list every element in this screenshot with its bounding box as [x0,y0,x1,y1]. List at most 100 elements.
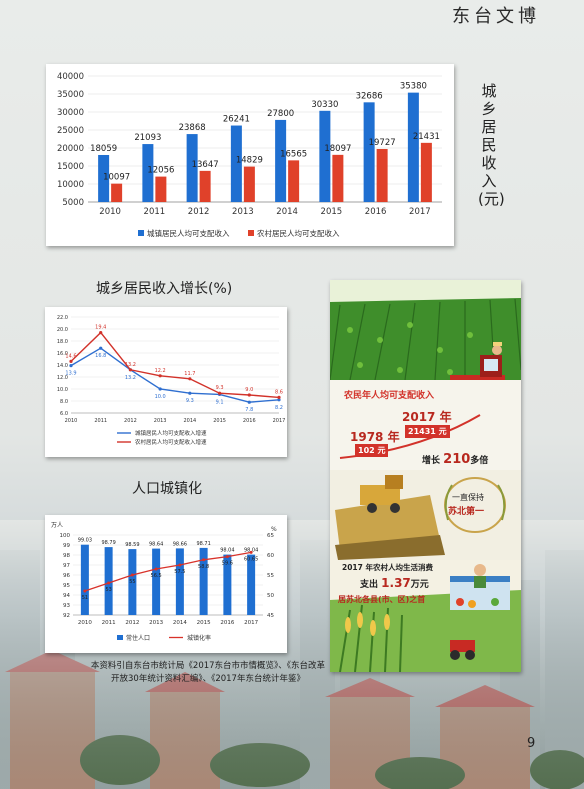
market-stall [450,564,510,610]
urban-left-tick-label: 97 [63,563,70,569]
income-ytick-label: 25000 [57,126,84,136]
income-data-label: 35380 [400,82,427,92]
infographic-title: 农民年人均可支配收入 [344,391,435,401]
badge-illustration [444,477,506,533]
growth-data-label: 10.0 [155,394,166,400]
urban-population-bar [128,549,137,615]
urban-bar-label: 98.79 [101,540,115,546]
urban-left-tick-label: 98 [63,553,70,559]
income-data-label: 10097 [103,173,130,183]
urban-rate-point [83,589,87,593]
growth-ytick-label: 18.0 [57,339,68,345]
urban-rate-label: 58.8 [198,564,209,570]
spend-suffix: 万元 [410,580,429,590]
income-bar-rural [243,166,255,202]
growth-data-label: 13.2 [125,375,136,381]
urban-population-bar [152,548,161,615]
income-xtick-label: 2011 [144,207,166,217]
urban-xtick-label: 2014 [173,620,187,626]
growth-ytick-label: 10.0 [57,387,68,393]
income-side-title: 城乡居民收入(元) [478,82,505,208]
spend-prefix: 支出 [360,580,379,590]
urban-bar-label: 99.03 [78,538,92,544]
income-data-label: 16565 [280,149,307,159]
income-xtick-label: 2016 [365,207,387,217]
urban-rate-point [249,550,253,554]
income-data-label: 30330 [311,100,338,110]
growth-data-label: 8.2 [275,405,283,411]
income-bar-rural [155,176,167,202]
growth-ytick-label: 6.0 [60,411,68,417]
income-bar-rural [420,142,432,202]
growth-data-label: 13.9 [65,371,76,377]
header-script-title: 东台文博 [452,6,540,27]
urban-rate-point [154,567,158,571]
urban-rate-point [130,573,134,577]
growth-value: 210 [443,452,471,467]
income-ytick-label: 5000 [62,198,84,208]
income-bar-urban [98,154,110,202]
income-bar-urban [275,119,287,202]
income-ytick-label: 15000 [57,162,84,172]
urban-bar-label: 98.04 [244,548,258,554]
income-data-label: 21431 [413,132,440,142]
growth-xtick-label: 2016 [243,418,256,424]
growth-legend-label: 农村居民人均可支配收入增速 [135,438,207,446]
growth-data-label: 16.8 [95,353,106,359]
urban-right-tick-label: 60 [267,553,274,559]
growth-data-label: 11.7 [184,371,195,377]
income-ytick-label: 10000 [57,180,84,190]
income-bar-urban [319,110,331,202]
income-bar-urban [230,125,242,202]
growth-xtick-label: 2010 [65,418,78,424]
income-chart: 5000 10000 15000 20000 25000 30000 35000 40000 1… [57,72,442,238]
harvester-illustration [330,475,521,560]
urban-right-tick-label: 55 [267,573,274,579]
year-1978-label: 1978 年 [350,430,400,444]
urban-right-tick-label: 50 [267,593,274,599]
growth-suffix: 多倍 [470,456,489,466]
income-xtick-label: 2015 [321,207,343,217]
income-data-label: 27800 [267,109,294,119]
urban-left-tick-label: 93 [63,603,70,609]
income-bar-rural [111,183,123,202]
growth-xtick-label: 2015 [213,418,226,424]
value-1978-badge: 102 元 [355,444,389,457]
growth-point [158,387,162,391]
spend-amount: 支出 1.37万元 [360,576,429,590]
growth-series-line-rural [70,331,280,399]
urban-left-tick-label: 100 [60,533,71,539]
page-number: 9 [527,736,536,751]
income-legend-label: 农村居民人均可支配收入 [257,228,340,238]
growth-xtick-label: 2013 [154,418,167,424]
income-xtick-label: 2010 [99,207,121,217]
urban-right-tick-label: 65 [267,533,274,539]
growth-point [158,374,162,378]
spend-value: 1.37 [381,576,411,590]
urban-xtick-label: 2012 [125,620,139,626]
urban-rate-point [178,563,182,567]
source-note: 本资料引自东台市统计局《2017东台市市情概览》、《东台改革开放30年统计资料汇… [90,661,326,684]
income-ytick-label: 20000 [57,144,84,154]
growth-point [99,346,103,350]
income-bar-urban [363,102,375,202]
income-bar-rural [332,154,344,202]
growth-point [188,391,192,395]
growth-data-label: 14.6 [65,353,76,359]
growth-data-label: 8.6 [275,389,283,395]
urban-rate-label: 55 [129,579,135,585]
urban-legend-swatch-bar [117,635,123,640]
growth-chart: 6.0 8.0 10.0 12.0 14.0 16.0 18.0 20.0 22.0 2010 20… [57,315,286,446]
urban-rate-line [84,551,252,592]
income-xtick-label: 2014 [276,207,298,217]
growth-data-label: 9.1 [216,399,224,405]
income-data-label: 12056 [147,166,174,176]
small-tractor [450,640,475,660]
growth-xtick-label: 2014 [183,418,196,424]
income-data-label: 19727 [369,138,396,148]
urban-rate-label: 57.5 [174,569,185,575]
urban-rate-point [202,558,206,562]
growth-point [69,359,73,363]
urban-xtick-label: 2017 [244,620,258,626]
